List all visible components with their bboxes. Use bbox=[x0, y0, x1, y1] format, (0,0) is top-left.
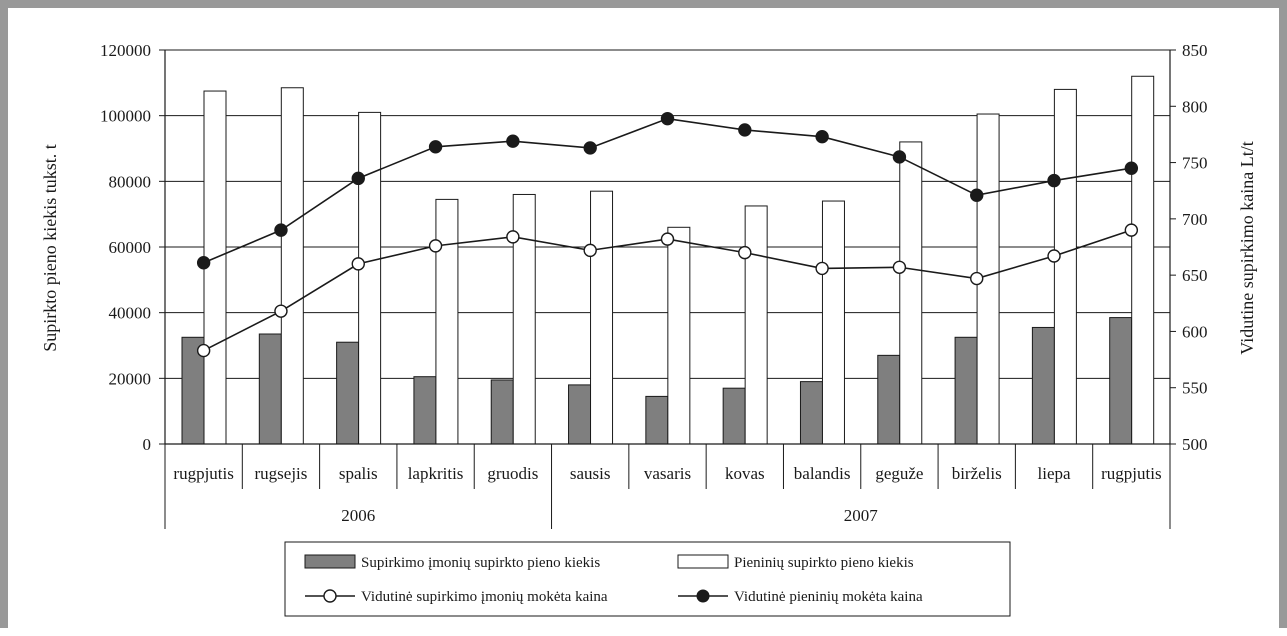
bar-supirkimo-imoniu bbox=[877, 354, 901, 445]
category-label: rugpjutis bbox=[173, 464, 233, 483]
legend-label-line-open: Vidutinė supirkimo įmonių mokėta kaina bbox=[361, 589, 608, 605]
bar-supirkimo-imoniu bbox=[258, 333, 282, 445]
category-label: birželis bbox=[952, 464, 1002, 483]
bar-supirkimo-imoniu bbox=[568, 384, 592, 445]
category-label: sausis bbox=[570, 464, 611, 483]
bar-supirkimo-imoniu bbox=[490, 379, 514, 445]
bar-series bbox=[181, 75, 1155, 445]
bar-pieniniu bbox=[1053, 88, 1077, 445]
legend-box bbox=[284, 541, 1011, 617]
group-label: 2006 bbox=[341, 506, 375, 525]
point-filled bbox=[506, 134, 520, 148]
category-label: vasaris bbox=[644, 464, 691, 483]
point-filled bbox=[274, 223, 288, 237]
point-open bbox=[1124, 223, 1139, 237]
category-label: lapkritis bbox=[408, 464, 464, 483]
point-filled bbox=[583, 141, 597, 155]
category-label: spalis bbox=[339, 464, 378, 483]
point-open bbox=[274, 304, 288, 318]
legend-marker-open bbox=[323, 589, 337, 603]
y-tick-label: 80000 bbox=[109, 172, 152, 191]
legend-label-line-filled: Vidutinė pieninių mokėta kaina bbox=[734, 589, 923, 605]
bar-supirkimo-imoniu bbox=[954, 336, 978, 445]
bar-supirkimo-imoniu bbox=[799, 381, 823, 445]
point-filled bbox=[970, 188, 984, 202]
bar-pieniniu bbox=[744, 205, 768, 445]
point-open bbox=[970, 271, 984, 286]
bar-pieniniu bbox=[821, 200, 845, 445]
axes bbox=[159, 49, 1176, 529]
point-open bbox=[892, 260, 907, 274]
bar-pieniniu bbox=[280, 87, 304, 445]
point-open bbox=[1047, 249, 1061, 263]
category-label: liepa bbox=[1038, 464, 1071, 483]
point-filled bbox=[738, 123, 752, 137]
point-open bbox=[506, 230, 520, 244]
y2-tick-label: 750 bbox=[1182, 154, 1208, 173]
bar-supirkimo-imoniu bbox=[1031, 326, 1055, 445]
legend-swatch-bar-white bbox=[677, 554, 729, 569]
point-filled bbox=[428, 140, 443, 154]
point-filled bbox=[196, 256, 211, 270]
y-tick-label: 0 bbox=[143, 435, 152, 454]
bar-pieniniu bbox=[435, 198, 459, 445]
bar-supirkimo-imoniu bbox=[413, 376, 437, 445]
line-series bbox=[196, 111, 1139, 358]
bar-pieniniu bbox=[667, 226, 691, 445]
category-label: balandis bbox=[794, 464, 851, 483]
y2-tick-label: 800 bbox=[1182, 97, 1208, 116]
y-tick-label: 40000 bbox=[109, 304, 152, 323]
bar-supirkimo-imoniu bbox=[336, 341, 360, 445]
y2-tick-label: 500 bbox=[1182, 435, 1208, 454]
bar-supirkimo-imoniu bbox=[722, 387, 746, 445]
point-open bbox=[660, 232, 675, 246]
legend: Supirkimo įmonių supirkto pieno kiekis P… bbox=[284, 541, 1011, 617]
legend-marker-filled bbox=[696, 589, 710, 603]
left-axis-ticks: 0 20000 40000 60000 80000 100000 120000 bbox=[100, 41, 151, 454]
y-tick-label: 60000 bbox=[109, 238, 152, 257]
bar-supirkimo-imoniu bbox=[645, 395, 669, 445]
point-filled bbox=[1124, 161, 1139, 175]
y2-tick-label: 850 bbox=[1182, 41, 1208, 60]
point-open bbox=[815, 261, 829, 276]
category-label: gruodis bbox=[487, 464, 538, 483]
y-axis-title: Supirkto pieno kiekis tukst. t bbox=[40, 144, 60, 352]
y-tick-label: 120000 bbox=[100, 41, 151, 60]
chart: 0 20000 40000 60000 80000 100000 120000 500 550… bbox=[40, 41, 1257, 617]
right-axis-ticks: 500 550 600 650 700 750 800 850 bbox=[1182, 41, 1208, 454]
point-open bbox=[351, 257, 365, 271]
point-filled bbox=[892, 150, 907, 164]
bar-pieniniu bbox=[590, 190, 614, 445]
y2-axis-title: Vidutine supirkimo kaina Lt/t bbox=[1237, 141, 1257, 354]
category-labels: rugpjutis rugsejis spalis lapkritis gruodis s… bbox=[173, 464, 1161, 525]
category-label: kovas bbox=[725, 464, 765, 483]
bar-supirkimo-imoniu bbox=[1109, 317, 1133, 445]
point-open bbox=[428, 239, 443, 253]
group-label: 2007 bbox=[844, 506, 879, 525]
y-tick-label: 20000 bbox=[109, 369, 152, 388]
point-open bbox=[196, 343, 211, 358]
point-filled bbox=[660, 111, 675, 126]
bar-pieniniu bbox=[899, 141, 923, 445]
legend-label-bar-white: Pieninių supirkto pieno kiekis bbox=[734, 555, 914, 571]
bar-pieniniu bbox=[358, 111, 382, 445]
y2-tick-label: 650 bbox=[1182, 266, 1208, 285]
legend-label-bar-gray: Supirkimo įmonių supirkto pieno kiekis bbox=[361, 555, 600, 571]
legend-swatch-bar-gray bbox=[304, 554, 356, 569]
point-open bbox=[738, 245, 752, 260]
point-filled bbox=[1047, 173, 1061, 188]
y2-tick-label: 700 bbox=[1182, 210, 1208, 229]
point-filled bbox=[815, 129, 829, 144]
category-label: geguže bbox=[875, 464, 923, 483]
category-label: rugsejis bbox=[255, 464, 308, 483]
point-filled bbox=[351, 171, 365, 186]
y2-tick-label: 600 bbox=[1182, 322, 1208, 341]
bar-pieniniu bbox=[1131, 75, 1155, 445]
point-open bbox=[583, 243, 597, 258]
y-tick-label: 100000 bbox=[100, 107, 151, 126]
category-label: rugpjutis bbox=[1101, 464, 1161, 483]
y2-tick-label: 550 bbox=[1182, 379, 1208, 398]
